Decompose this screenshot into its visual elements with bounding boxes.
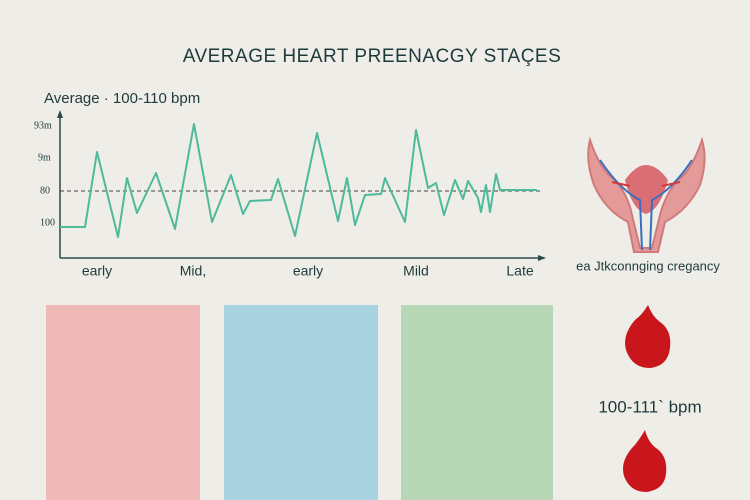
x-label: Late bbox=[506, 263, 533, 279]
subtitle: Average · 100-110 bpm bbox=[44, 90, 200, 107]
axis-arrow bbox=[57, 110, 63, 118]
bpm-label: 100-111` bpm bbox=[598, 397, 701, 416]
x-label: Mid, bbox=[180, 263, 206, 279]
y-label: 93m bbox=[34, 120, 52, 131]
title: AVERAGE HEART PREENACGY STAÇES bbox=[183, 46, 562, 67]
heart-waveform bbox=[60, 123, 537, 238]
axis-arrow bbox=[538, 255, 546, 261]
stage-panel bbox=[224, 305, 378, 500]
blood-drop-icon bbox=[625, 305, 671, 368]
blood-drop-icon bbox=[623, 430, 667, 492]
x-label: early bbox=[293, 263, 323, 279]
caption: ea Jtkconnging cregancy bbox=[576, 258, 720, 273]
chart: 93m 9m 80 100 early Mid, early Mild Late bbox=[34, 110, 546, 279]
uterus-illustration bbox=[587, 136, 706, 253]
stage-panel bbox=[46, 305, 200, 500]
y-label: 9m bbox=[38, 152, 51, 163]
y-label: 100 bbox=[40, 217, 55, 228]
x-label: Mild bbox=[403, 263, 429, 279]
stage-panel bbox=[401, 305, 553, 500]
x-label: early bbox=[82, 263, 112, 279]
y-label: 80 bbox=[40, 185, 50, 196]
